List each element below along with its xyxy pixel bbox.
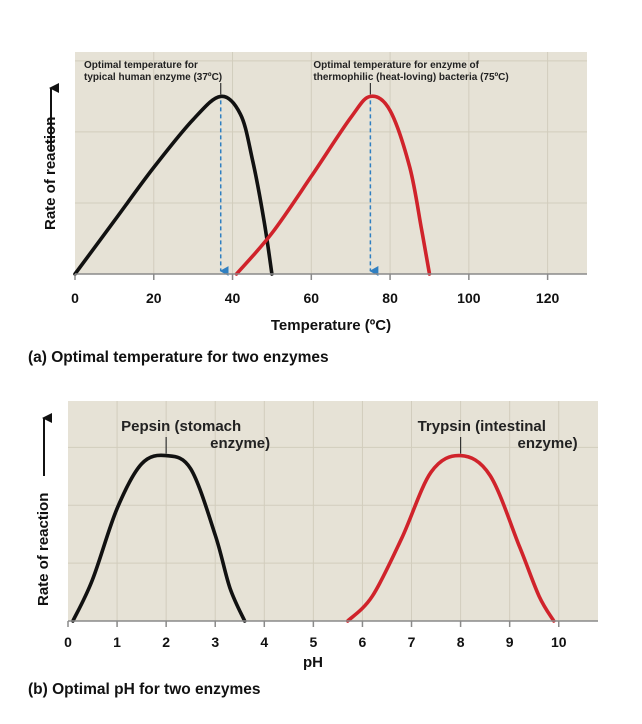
x-tick-label: 9	[506, 634, 514, 650]
x-tick-label: 40	[225, 290, 241, 306]
chart-b-x-ticks: 0 1 2 3 4 5 6 7 8 9 10	[64, 621, 567, 650]
annotation-label: typical human enzyme (37ºC)	[84, 72, 222, 83]
x-tick-label: 100	[457, 290, 481, 306]
annotation-label: Trypsin (intestinal	[418, 418, 546, 435]
x-tick-label: 20	[146, 290, 162, 306]
x-tick-label: 0	[71, 290, 79, 306]
chart-a-ylabel: Rate of reaction	[42, 117, 59, 230]
annotation-label: Pepsin (stomach	[121, 418, 241, 435]
chart-a-caption: (a) Optimal temperature for two enzymes	[28, 349, 329, 366]
x-tick-label: 5	[309, 634, 317, 650]
chart-a-x-ticks: 0 20 40 60 80 100 120	[71, 274, 560, 306]
chart-a-grid	[75, 52, 587, 274]
series-line-black	[71, 453, 247, 623]
series-line-black	[73, 94, 274, 276]
chart-a-plot-area	[75, 52, 587, 274]
chart-b-series	[71, 453, 556, 623]
x-tick-label: 6	[359, 634, 367, 650]
chart-b-ylabel-group: Rate of reaction	[35, 413, 52, 606]
annotation-label: thermophilic (heat-loving) bacteria (75º…	[313, 72, 508, 83]
x-tick-label: 60	[304, 290, 320, 306]
x-tick-label: 1	[113, 634, 121, 650]
x-tick-label: 120	[536, 290, 560, 306]
x-tick-label: 0	[64, 634, 72, 650]
annotation-label: enzyme)	[518, 435, 578, 452]
chart-b-caption: (b) Optimal pH for two enzymes	[28, 681, 261, 698]
x-tick-label: 2	[162, 634, 170, 650]
annotation-label: Optimal temperature for enzyme of	[313, 60, 479, 71]
series-line-red	[345, 453, 556, 623]
x-tick-label: 4	[260, 634, 268, 650]
x-tick-label: 80	[382, 290, 398, 306]
x-tick-label: 7	[408, 634, 416, 650]
series-line-red	[234, 94, 432, 276]
annotation-label: Optimal temperature for	[84, 60, 198, 71]
chart-b-ylabel: Rate of reaction	[35, 493, 52, 606]
chart-a-xlabel: Temperature (ºC)	[271, 317, 391, 334]
chart-a-ylabel-group: Rate of reaction	[42, 83, 59, 230]
x-tick-label: 8	[457, 634, 465, 650]
x-tick-label: 3	[211, 634, 219, 650]
chart-a-series	[73, 94, 432, 276]
annotation-label: enzyme)	[210, 435, 270, 452]
chart-b-xlabel: pH	[303, 654, 323, 671]
x-tick-label: 10	[551, 634, 567, 650]
